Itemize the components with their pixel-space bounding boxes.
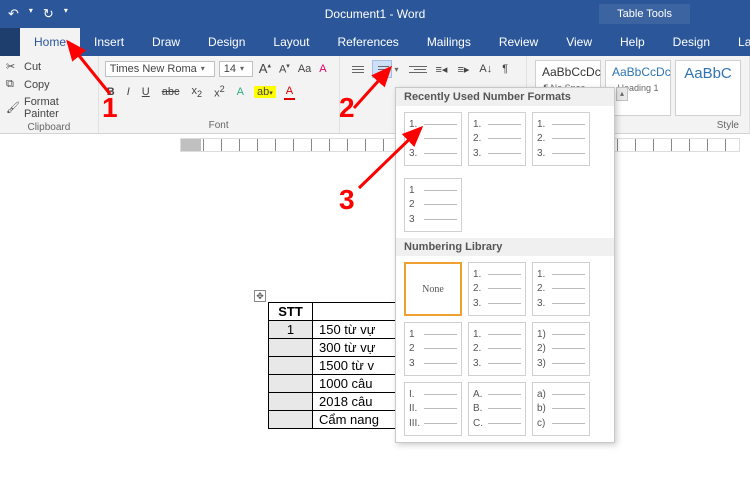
numbering-option[interactable]: A.B.C.	[468, 382, 526, 436]
tab-design[interactable]: Design	[194, 28, 259, 56]
numbering-option[interactable]: 1.2.3.	[468, 262, 526, 316]
table-cell[interactable]	[269, 375, 313, 393]
tab-layout[interactable]: Layout	[259, 28, 323, 56]
numbering-option[interactable]: I.II.III.	[404, 382, 462, 436]
table-cell[interactable]: 300 từ vự	[313, 339, 403, 357]
strike-button[interactable]: abc	[160, 85, 182, 99]
increase-indent-button[interactable]: ≡▸	[455, 62, 471, 77]
undo-icon[interactable]: ↶	[8, 6, 19, 22]
style-preview: AaBbC	[682, 65, 734, 82]
cut-label: Cut	[24, 61, 41, 73]
underline-button[interactable]: U	[140, 85, 152, 99]
numbering-option[interactable]: 1.2.3.	[532, 262, 590, 316]
table-cell[interactable]: 1000 câu	[313, 375, 403, 393]
text-effects-button[interactable]: A	[235, 85, 246, 99]
document-title: Document1 - Word	[325, 7, 425, 21]
library-header: Numbering Library	[396, 238, 614, 256]
grow-font-button[interactable]: A▴	[257, 60, 273, 77]
superscript-button[interactable]: x2	[212, 83, 227, 101]
tab-help[interactable]: Help	[606, 28, 659, 56]
tab-draw[interactable]: Draw	[138, 28, 194, 56]
table-cell[interactable]	[269, 357, 313, 375]
numbering-option[interactable]: 1.2.3.	[468, 322, 526, 376]
col-stt-header: STT	[269, 303, 313, 321]
table-move-handle-icon[interactable]: ✥	[254, 290, 266, 302]
brush-icon: 🖌	[6, 101, 20, 115]
tab-view[interactable]: View	[552, 28, 606, 56]
numbering-option[interactable]: 123	[404, 322, 462, 376]
decrease-indent-button[interactable]: ≡◂	[434, 62, 450, 77]
change-case-button[interactable]: Aa	[296, 62, 313, 76]
dropdown-scroll-icon[interactable]: ▴	[616, 87, 628, 101]
table-cell[interactable]: Cẩm nang	[313, 411, 403, 429]
subscript-button[interactable]: x2	[189, 84, 204, 100]
table-tools-label: Table Tools	[599, 4, 690, 24]
style-preview: AaBbCcDc	[612, 65, 664, 79]
sort-button[interactable]: A↓	[477, 62, 494, 76]
table-cell[interactable]	[269, 411, 313, 429]
font-group-label: Font	[105, 118, 333, 133]
shrink-font-button[interactable]: A▾	[277, 61, 292, 77]
file-tab[interactable]	[0, 28, 20, 56]
italic-button[interactable]: I	[125, 85, 132, 99]
arrow-3-icon	[355, 120, 435, 195]
font-size-value: 14	[224, 63, 236, 75]
highlight-button[interactable]: ab▾	[254, 86, 276, 98]
library-grid: None1.2.3.1.2.3.1231.2.3.1)2)3)I.II.III.…	[396, 256, 614, 442]
numbering-option[interactable]: 1.2.3.	[468, 112, 526, 166]
table-cell[interactable]	[269, 339, 313, 357]
tab-review[interactable]: Review	[485, 28, 552, 56]
qat-more-icon[interactable]: ▾	[64, 6, 68, 22]
arrow-1-icon	[50, 32, 120, 102]
font-name-value: Times New Roma	[110, 63, 197, 75]
scissors-icon: ✂	[6, 60, 20, 74]
table-cell[interactable]: 1500 từ v	[313, 357, 403, 375]
qat-caret-icon[interactable]: ▾	[29, 6, 33, 22]
font-name-combo[interactable]: Times New Roma ▾	[105, 61, 215, 77]
table-cell[interactable]: 1	[269, 321, 313, 339]
title-bar: ↶ ▾ ↻ ▾ Document1 - Word Table Tools	[0, 0, 750, 28]
table-cell[interactable]	[269, 393, 313, 411]
show-marks-button[interactable]: ¶	[500, 62, 510, 76]
table-cell[interactable]: 2018 câu	[313, 393, 403, 411]
style-preview: AaBbCcDc	[542, 65, 594, 79]
clear-format-button[interactable]: A	[317, 62, 328, 76]
tab-references[interactable]: References	[323, 28, 412, 56]
caret-icon: ▾	[240, 64, 244, 73]
document-area: ✥ STT Đầu việc 1150 từ vựst từ + nghĩa 3…	[0, 156, 750, 500]
numbering-option[interactable]: 1.2.3.	[532, 112, 590, 166]
numbering-option[interactable]: 1)2)3)	[532, 322, 590, 376]
font-color-button[interactable]: A	[284, 84, 295, 100]
numbering-option[interactable]: a)b)c)	[532, 382, 590, 436]
tab-mailings[interactable]: Mailings	[413, 28, 485, 56]
col-2-header	[313, 303, 403, 321]
copy-icon: ⧉	[6, 78, 20, 92]
recent-header: Recently Used Number Formats	[396, 88, 614, 106]
numbering-none[interactable]: None	[404, 262, 462, 316]
annotation-3: 3	[339, 184, 355, 216]
arrow-2-icon	[350, 60, 410, 115]
tab-layout-context[interactable]: Layout	[724, 28, 750, 56]
redo-icon[interactable]: ↻	[43, 6, 54, 22]
style-more[interactable]: AaBbC	[675, 60, 741, 116]
caret-icon: ▾	[201, 64, 205, 73]
copy-label: Copy	[24, 79, 50, 91]
font-size-combo[interactable]: 14 ▾	[219, 61, 253, 77]
table-cell[interactable]: 150 từ vự	[313, 321, 403, 339]
clipboard-group-label: Clipboard	[6, 120, 92, 135]
multilevel-button[interactable]	[408, 60, 428, 78]
tab-design-context[interactable]: Design	[659, 28, 724, 56]
